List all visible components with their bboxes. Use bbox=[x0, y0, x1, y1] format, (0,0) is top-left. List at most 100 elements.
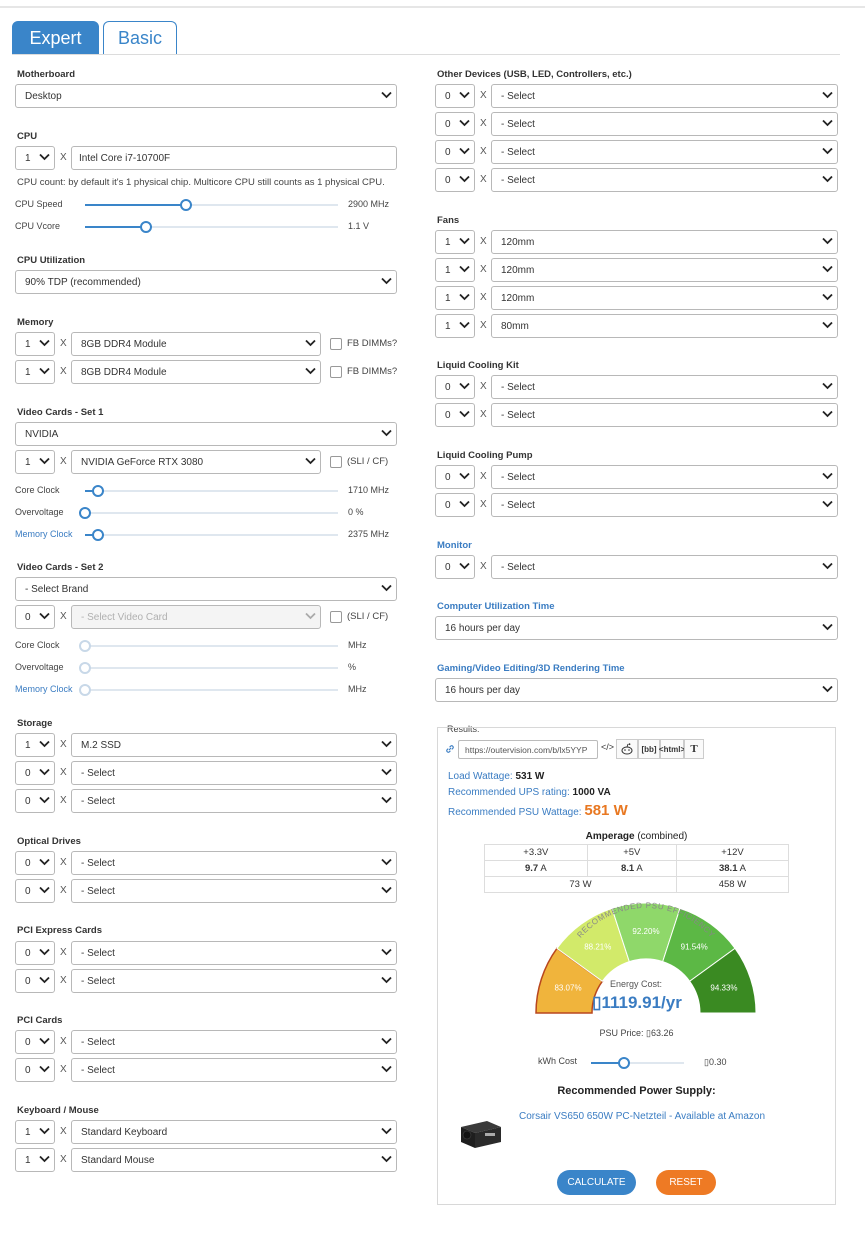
video-set1-sli-checkbox[interactable] bbox=[330, 456, 342, 468]
cpu-count-select[interactable]: 1 bbox=[15, 146, 55, 170]
storage-count-select[interactable]: 0 bbox=[15, 789, 55, 813]
pci-card-count-select[interactable]: 0 bbox=[15, 1058, 55, 1082]
cpu-utilization-select[interactable]: 90% TDP (recommended) bbox=[15, 270, 397, 294]
html-share-button[interactable]: <html> bbox=[659, 739, 685, 759]
memory-count-select[interactable]: 1 bbox=[15, 332, 55, 356]
video-set1-core-clock-slider[interactable] bbox=[85, 490, 338, 492]
storage-count-select[interactable]: 1 bbox=[15, 733, 55, 757]
video-set2-times-label: X bbox=[60, 611, 67, 622]
liquid-cooling-pump-select[interactable]: - Select bbox=[491, 493, 838, 517]
optical-drive-count-select[interactable]: 0 bbox=[15, 851, 55, 875]
pci-card-select[interactable]: - Select bbox=[71, 1030, 397, 1054]
keyboard-mouse-select[interactable]: Standard Keyboard bbox=[71, 1120, 397, 1144]
keyboard-mouse-count-select[interactable]: 1 bbox=[15, 1120, 55, 1144]
other-device-select[interactable]: - Select bbox=[491, 84, 838, 108]
monitor-select[interactable]: - Select bbox=[491, 555, 838, 579]
optical-drive-select[interactable]: - Select bbox=[71, 851, 397, 875]
video-set2-brand-select[interactable]: - Select Brand bbox=[15, 577, 397, 601]
video-set1-memory-clock-slider[interactable] bbox=[85, 534, 338, 536]
liquid-cooling-kit-select[interactable]: - Select bbox=[491, 375, 838, 399]
storage-select[interactable]: M.2 SSD bbox=[71, 733, 397, 757]
fan-select[interactable]: 120mm bbox=[491, 286, 838, 310]
fan-count-select[interactable]: 1 bbox=[435, 230, 475, 254]
other-device-select[interactable]: - Select bbox=[491, 168, 838, 192]
fan-select[interactable]: 120mm bbox=[491, 258, 838, 282]
fan-count-select[interactable]: 1 bbox=[435, 286, 475, 310]
optical-drive-select[interactable]: - Select bbox=[71, 879, 397, 903]
video-set2-memory-clock-slider-handle[interactable] bbox=[79, 684, 91, 696]
fan-count-select[interactable]: 1 bbox=[435, 314, 475, 338]
recommended-psu-link[interactable]: Corsair VS650 650W PC-Netzteil - Availab… bbox=[519, 1111, 766, 1122]
video-set1-overvoltage-slider-handle[interactable] bbox=[79, 507, 91, 519]
video-set1-overvoltage-slider[interactable] bbox=[85, 512, 338, 514]
tab-basic[interactable]: Basic bbox=[103, 21, 177, 55]
memory-type-select[interactable]: 8GB DDR4 Module bbox=[71, 360, 321, 384]
cpu-speed-slider[interactable] bbox=[85, 204, 338, 206]
kwh-cost-slider-handle[interactable] bbox=[618, 1057, 630, 1069]
pci-express-card-select[interactable]: - Select bbox=[71, 969, 397, 993]
fan-select[interactable]: 80mm bbox=[491, 314, 838, 338]
pci-express-card-count-select[interactable]: 0 bbox=[15, 941, 55, 965]
fan-count-select[interactable]: 1 bbox=[435, 258, 475, 282]
other-device-select[interactable]: - Select bbox=[491, 112, 838, 136]
video-set1-count-select[interactable]: 1 bbox=[15, 450, 55, 474]
video-set2-count-select[interactable]: 0 bbox=[15, 605, 55, 629]
chevron-down-icon bbox=[381, 768, 392, 777]
pci-express-card-select[interactable]: - Select bbox=[71, 941, 397, 965]
pci-card-select[interactable]: - Select bbox=[71, 1058, 397, 1082]
fb-dimms-checkbox[interactable] bbox=[330, 366, 342, 378]
utilization-time-select[interactable]: 16 hours per day bbox=[435, 616, 838, 640]
video-set2-overvoltage-slider-handle[interactable] bbox=[79, 662, 91, 674]
video-set1-core-clock-slider-handle[interactable] bbox=[92, 485, 104, 497]
reset-button[interactable]: RESET bbox=[656, 1170, 716, 1195]
other-device-count-select[interactable]: 0 bbox=[435, 168, 475, 192]
video-set2-core-clock-slider-handle[interactable] bbox=[79, 640, 91, 652]
keyboard-mouse-count-select[interactable]: 1 bbox=[15, 1148, 55, 1172]
cpu-vcore-slider-handle[interactable] bbox=[140, 221, 152, 233]
video-set2-overvoltage-slider[interactable] bbox=[85, 667, 338, 669]
kwh-cost-slider[interactable] bbox=[591, 1062, 684, 1064]
tab-expert[interactable]: Expert bbox=[12, 21, 99, 55]
video-set1-memory-clock-slider-handle[interactable] bbox=[92, 529, 104, 541]
monitor-count-select[interactable]: 0 bbox=[435, 555, 475, 579]
video-set1-card-select[interactable]: NVIDIA GeForce RTX 3080 bbox=[71, 450, 321, 474]
gaming-time-select[interactable]: 16 hours per day bbox=[435, 678, 838, 702]
liquid-cooling-pump-count-select[interactable]: 0 bbox=[435, 465, 475, 489]
video-set2-sli-checkbox[interactable] bbox=[330, 611, 342, 623]
storage-count-select[interactable]: 0 bbox=[15, 761, 55, 785]
bbcode-share-button[interactable]: [bb] bbox=[638, 739, 660, 759]
pci-card-count-select-value: 0 bbox=[25, 1064, 31, 1076]
motherboard-select[interactable]: Desktop bbox=[15, 84, 397, 108]
embed-code-icon[interactable]: </> bbox=[601, 742, 615, 752]
liquid-cooling-pump-count-select[interactable]: 0 bbox=[435, 493, 475, 517]
other-device-count-select[interactable]: 0 bbox=[435, 84, 475, 108]
liquid-cooling-kit-select[interactable]: - Select bbox=[491, 403, 838, 427]
other-device-count-select[interactable]: 0 bbox=[435, 140, 475, 164]
share-url-input[interactable]: https://outervision.com/b/lx5YYP bbox=[458, 740, 598, 759]
keyboard-mouse-select[interactable]: Standard Mouse bbox=[71, 1148, 397, 1172]
fb-dimms-checkbox[interactable] bbox=[330, 338, 342, 350]
pci-express-card-count-select[interactable]: 0 bbox=[15, 969, 55, 993]
pci-card-count-select[interactable]: 0 bbox=[15, 1030, 55, 1054]
video-set2-memory-clock-slider[interactable] bbox=[85, 689, 338, 691]
cpu-vcore-slider[interactable] bbox=[85, 226, 338, 228]
other-device-select[interactable]: - Select bbox=[491, 140, 838, 164]
storage-select[interactable]: - Select bbox=[71, 789, 397, 813]
liquid-cooling-kit-count-select[interactable]: 0 bbox=[435, 403, 475, 427]
storage-select[interactable]: - Select bbox=[71, 761, 397, 785]
other-device-count-select[interactable]: 0 bbox=[435, 112, 475, 136]
reddit-share-button[interactable] bbox=[616, 739, 638, 759]
memory-type-select[interactable]: 8GB DDR4 Module bbox=[71, 332, 321, 356]
cpu-model-input[interactable]: Intel Core i7-10700F bbox=[71, 146, 397, 170]
video-set2-core-clock-slider[interactable] bbox=[85, 645, 338, 647]
fan-select[interactable]: 120mm bbox=[491, 230, 838, 254]
amp-header-3v3: +3.3V bbox=[484, 844, 588, 861]
video-set1-brand-select[interactable]: NVIDIA bbox=[15, 422, 397, 446]
optical-drive-count-select[interactable]: 0 bbox=[15, 879, 55, 903]
liquid-cooling-pump-select[interactable]: - Select bbox=[491, 465, 838, 489]
memory-count-select[interactable]: 1 bbox=[15, 360, 55, 384]
calculate-button[interactable]: CALCULATE bbox=[557, 1170, 636, 1195]
cpu-speed-slider-handle[interactable] bbox=[180, 199, 192, 211]
text-share-button[interactable]: T bbox=[684, 739, 704, 759]
liquid-cooling-kit-count-select[interactable]: 0 bbox=[435, 375, 475, 399]
